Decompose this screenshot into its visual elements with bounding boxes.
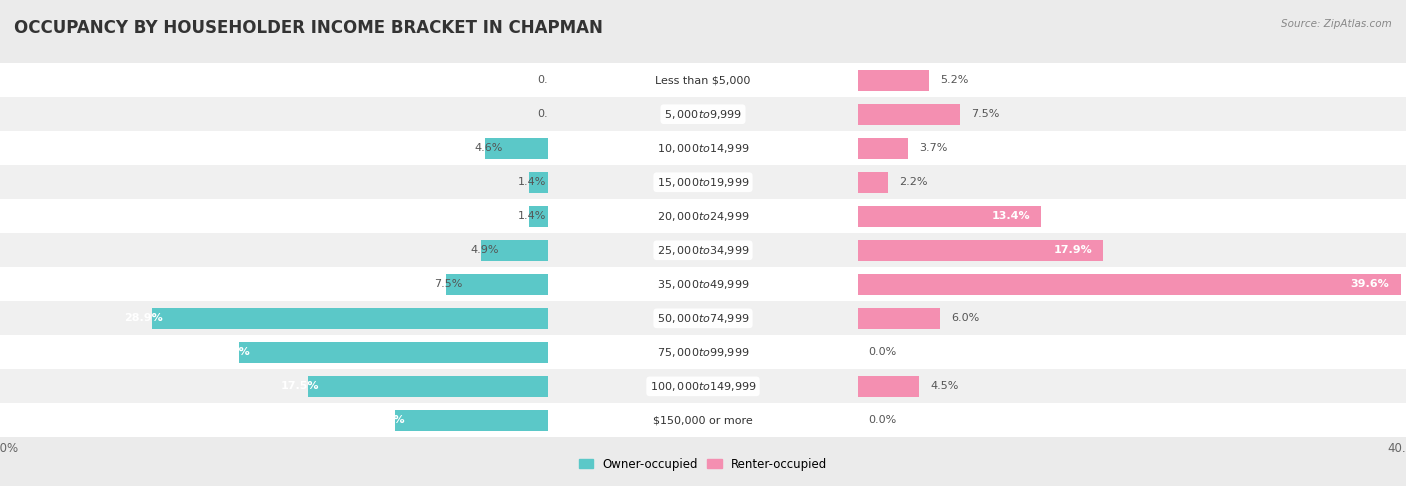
Bar [0, 233, 548, 267]
Text: 0.0%: 0.0% [537, 75, 565, 85]
Bar [548, 165, 858, 199]
Bar [858, 233, 1406, 267]
Bar [548, 301, 858, 335]
Text: 7.5%: 7.5% [972, 109, 1000, 119]
Bar [481, 240, 548, 261]
Bar [0, 369, 548, 403]
Text: 13.4%: 13.4% [991, 211, 1031, 221]
Bar [858, 104, 960, 125]
Text: 4.6%: 4.6% [474, 143, 503, 153]
Text: 17.5%: 17.5% [281, 382, 319, 391]
Bar [858, 335, 1406, 369]
Bar [239, 342, 548, 363]
Bar [152, 308, 548, 329]
Text: 0.0%: 0.0% [537, 109, 565, 119]
Bar [858, 240, 1104, 261]
Bar [0, 335, 548, 369]
Text: $50,000 to $74,999: $50,000 to $74,999 [657, 312, 749, 325]
Text: 5.2%: 5.2% [939, 75, 969, 85]
Text: $15,000 to $19,999: $15,000 to $19,999 [657, 176, 749, 189]
Bar [0, 199, 548, 233]
Bar [548, 199, 858, 233]
Bar [0, 165, 548, 199]
Bar [548, 63, 858, 97]
Bar [858, 376, 920, 397]
Text: 28.9%: 28.9% [124, 313, 163, 323]
Text: $100,000 to $149,999: $100,000 to $149,999 [650, 380, 756, 393]
Bar [858, 274, 1400, 295]
Text: $10,000 to $14,999: $10,000 to $14,999 [657, 142, 749, 155]
Bar [548, 403, 858, 437]
Text: 39.6%: 39.6% [1351, 279, 1389, 289]
Bar [858, 267, 1406, 301]
Bar [0, 403, 548, 437]
Text: 2.2%: 2.2% [898, 177, 928, 187]
Bar [446, 274, 548, 295]
Legend: Owner-occupied, Renter-occupied: Owner-occupied, Renter-occupied [574, 453, 832, 475]
Bar [548, 369, 858, 403]
Bar [548, 97, 858, 131]
Bar [858, 199, 1406, 233]
Text: Source: ZipAtlas.com: Source: ZipAtlas.com [1281, 19, 1392, 30]
Text: 7.5%: 7.5% [434, 279, 463, 289]
Text: $20,000 to $24,999: $20,000 to $24,999 [657, 210, 749, 223]
Bar [858, 308, 939, 329]
Bar [0, 267, 548, 301]
Bar [548, 267, 858, 301]
Bar [858, 131, 1406, 165]
Bar [548, 131, 858, 165]
Bar [529, 206, 548, 227]
Bar [858, 138, 908, 159]
Text: 0.0%: 0.0% [869, 347, 897, 357]
Text: 1.4%: 1.4% [519, 211, 547, 221]
Bar [858, 403, 1406, 437]
Bar [308, 376, 548, 397]
Bar [858, 369, 1406, 403]
Bar [858, 206, 1042, 227]
Text: 4.9%: 4.9% [470, 245, 499, 255]
Text: $5,000 to $9,999: $5,000 to $9,999 [664, 108, 742, 121]
Bar [548, 335, 858, 369]
Bar [0, 301, 548, 335]
Text: 6.0%: 6.0% [950, 313, 979, 323]
Text: $35,000 to $49,999: $35,000 to $49,999 [657, 278, 749, 291]
Bar [529, 172, 548, 193]
Bar [548, 233, 858, 267]
Bar [858, 165, 1406, 199]
Bar [858, 63, 1406, 97]
Text: $25,000 to $34,999: $25,000 to $34,999 [657, 244, 749, 257]
Bar [395, 410, 548, 431]
Bar [858, 97, 1406, 131]
Text: $150,000 or more: $150,000 or more [654, 416, 752, 425]
Text: 1.4%: 1.4% [519, 177, 547, 187]
Text: 3.7%: 3.7% [920, 143, 948, 153]
Text: 11.2%: 11.2% [367, 416, 406, 425]
Bar [858, 69, 929, 91]
Bar [0, 63, 548, 97]
Bar [0, 131, 548, 165]
Text: 0.0%: 0.0% [869, 416, 897, 425]
Text: 17.9%: 17.9% [1053, 245, 1092, 255]
Text: 22.6%: 22.6% [211, 347, 249, 357]
Text: 4.5%: 4.5% [931, 382, 959, 391]
Text: OCCUPANCY BY HOUSEHOLDER INCOME BRACKET IN CHAPMAN: OCCUPANCY BY HOUSEHOLDER INCOME BRACKET … [14, 19, 603, 37]
Text: Less than $5,000: Less than $5,000 [655, 75, 751, 85]
Bar [858, 172, 887, 193]
Bar [485, 138, 548, 159]
Bar [858, 301, 1406, 335]
Text: $75,000 to $99,999: $75,000 to $99,999 [657, 346, 749, 359]
Bar [0, 97, 548, 131]
